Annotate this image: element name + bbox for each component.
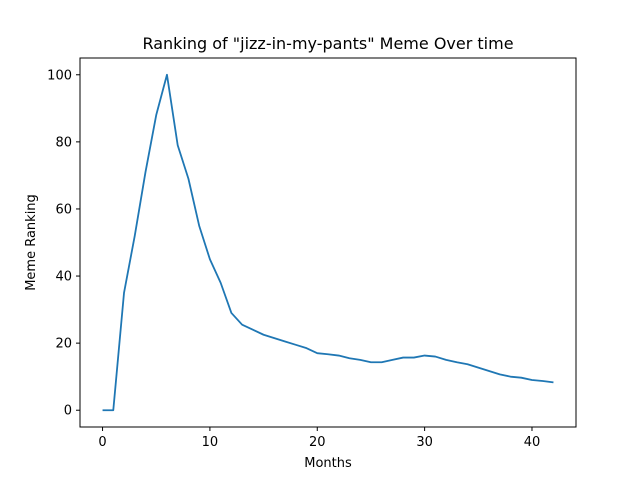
y-axis: 0 20 40 60 80 100 xyxy=(47,68,80,419)
y-tick-label: 40 xyxy=(55,270,72,285)
y-tick-label: 60 xyxy=(55,202,72,217)
x-tick-label: 30 xyxy=(416,435,433,450)
chart-title: Ranking of "jizz-in-my-pants" Meme Over … xyxy=(142,34,513,53)
x-tick-label: 20 xyxy=(309,435,326,450)
y-tick-label: 0 xyxy=(64,404,72,419)
plot-area xyxy=(79,57,577,428)
y-tick-label: 100 xyxy=(47,68,72,83)
y-axis-label: Meme Ranking xyxy=(24,194,39,291)
x-axis: 0 10 20 30 40 xyxy=(98,427,540,450)
x-tick-label: 0 xyxy=(98,435,106,450)
x-tick-label: 10 xyxy=(202,435,219,450)
y-tick-label: 80 xyxy=(55,135,72,150)
x-axis-label: Months xyxy=(304,456,352,471)
series-line-0 xyxy=(102,73,554,412)
axes-frame xyxy=(79,57,577,428)
x-tick-label: 40 xyxy=(524,435,541,450)
y-tick-label: 20 xyxy=(55,337,72,352)
